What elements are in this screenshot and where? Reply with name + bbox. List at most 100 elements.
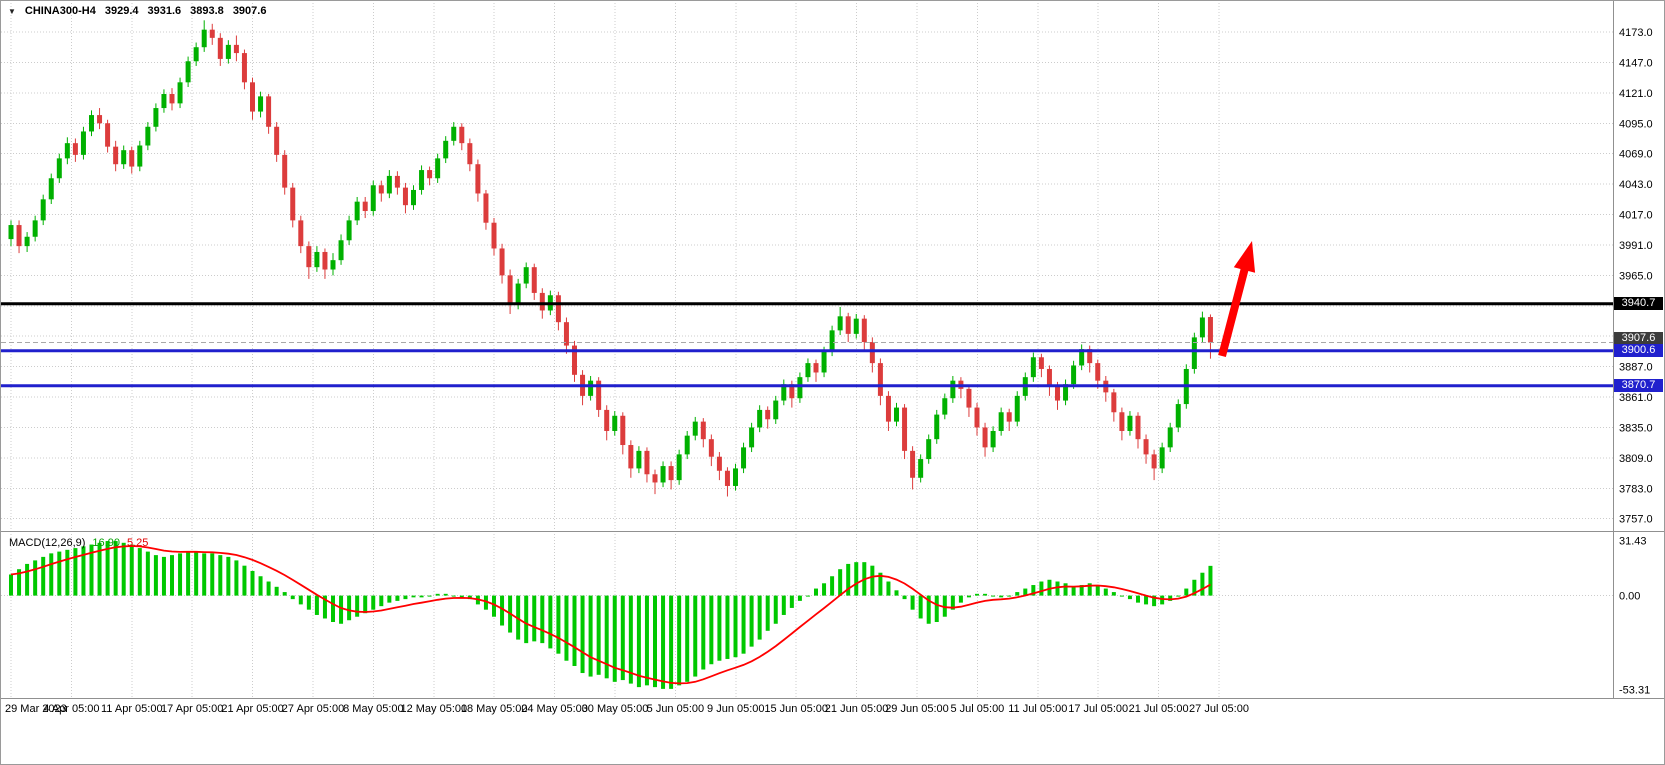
macd-signal-line bbox=[10, 545, 1211, 685]
candle-body bbox=[72, 143, 78, 155]
vertical-gridlines bbox=[10, 3, 1220, 698]
time-label: 17 Apr 05:00 bbox=[161, 703, 223, 715]
candle-body bbox=[225, 44, 231, 59]
candle-body bbox=[531, 267, 537, 293]
macd-label-row: MACD(12,26,9) 16.90 5.25 bbox=[9, 537, 148, 549]
level-badge-3900: 3900.6 bbox=[1614, 344, 1663, 358]
time-label: 21 Jun 05:00 bbox=[825, 703, 889, 715]
candle-body bbox=[1127, 415, 1133, 431]
candle-body bbox=[902, 407, 908, 451]
candle-body bbox=[1079, 349, 1085, 366]
candle-body bbox=[113, 146, 119, 165]
svg-text:4147.0: 4147.0 bbox=[1619, 57, 1653, 69]
ohlc-low: 3893.8 bbox=[190, 5, 224, 17]
candle-body bbox=[974, 407, 980, 428]
candle-body bbox=[217, 37, 223, 59]
candle-body bbox=[1055, 386, 1060, 401]
time-label: 21 Jul 05:00 bbox=[1129, 703, 1189, 715]
candle-body bbox=[8, 225, 14, 240]
svg-text:4069.0: 4069.0 bbox=[1619, 149, 1653, 161]
candle-body bbox=[250, 82, 255, 112]
candle-body bbox=[459, 126, 465, 144]
candle-body bbox=[749, 427, 755, 448]
dropdown-triangle-icon[interactable]: ▼ bbox=[8, 6, 16, 16]
candle-body bbox=[990, 430, 996, 448]
svg-text:3835.0: 3835.0 bbox=[1619, 422, 1653, 434]
candle-body bbox=[32, 220, 38, 237]
svg-text:3861.0: 3861.0 bbox=[1619, 392, 1653, 404]
candle-body bbox=[829, 330, 835, 352]
candle-body bbox=[934, 414, 940, 440]
candle-body bbox=[765, 409, 771, 420]
candle-body bbox=[733, 468, 738, 486]
candle-body bbox=[346, 220, 352, 241]
candle-body bbox=[386, 175, 392, 194]
candle-body bbox=[185, 61, 191, 83]
candle-body bbox=[716, 456, 722, 471]
time-label: 29 Jun 05:00 bbox=[885, 703, 949, 715]
candle-body bbox=[145, 126, 151, 146]
candle-body bbox=[435, 158, 441, 179]
candle-body bbox=[644, 450, 650, 475]
candle-body bbox=[201, 29, 207, 48]
macd-indicator-label: MACD(12,26,9) bbox=[9, 537, 86, 549]
candle-body bbox=[137, 145, 143, 167]
up-arrow-annotation[interactable] bbox=[1218, 241, 1256, 358]
candle-body bbox=[877, 363, 883, 396]
candle-body bbox=[16, 225, 22, 247]
candle-body bbox=[298, 220, 304, 247]
candle-body bbox=[885, 395, 891, 422]
candle-body bbox=[56, 158, 62, 179]
svg-text:4017.0: 4017.0 bbox=[1619, 210, 1653, 222]
candle-body bbox=[209, 29, 215, 38]
candle-body bbox=[48, 178, 54, 200]
candle-body bbox=[491, 222, 497, 249]
level-badge-3940: 3940.7 bbox=[1614, 297, 1663, 311]
candle-body bbox=[161, 94, 167, 109]
svg-text:0.00: 0.00 bbox=[1619, 591, 1640, 603]
candle-body bbox=[523, 267, 529, 284]
candle-body bbox=[1014, 395, 1020, 422]
candle-body bbox=[40, 199, 46, 221]
time-label: 12 May 05:00 bbox=[400, 703, 467, 715]
candles-layer[interactable] bbox=[8, 20, 1213, 497]
candle-body bbox=[724, 470, 730, 486]
candle-body bbox=[1063, 384, 1069, 401]
candle-body bbox=[596, 380, 602, 410]
candle-body bbox=[427, 170, 433, 179]
candle-body bbox=[451, 126, 457, 141]
svg-text:31.43: 31.43 bbox=[1619, 535, 1647, 547]
candle-body bbox=[910, 450, 916, 478]
candle-body bbox=[869, 342, 875, 364]
candle-body bbox=[942, 398, 948, 415]
candle-body bbox=[982, 427, 988, 448]
pane-separators[interactable] bbox=[1, 1, 1665, 699]
candle-body bbox=[845, 316, 851, 334]
candle-body bbox=[370, 185, 376, 212]
candle-body bbox=[507, 275, 513, 305]
candle-body bbox=[258, 96, 264, 112]
candle-body bbox=[708, 439, 714, 457]
time-label: 27 Jul 05:00 bbox=[1189, 703, 1249, 715]
candle-body bbox=[757, 409, 763, 428]
time-label: 21 Apr 05:00 bbox=[221, 703, 283, 715]
candle-body bbox=[1151, 454, 1157, 469]
candle-body bbox=[998, 412, 1004, 431]
time-label: 9 Jun 05:00 bbox=[707, 703, 765, 715]
time-label: 4 Apr 05:00 bbox=[43, 703, 99, 715]
arrow-head bbox=[1233, 241, 1256, 273]
candle-body bbox=[362, 201, 368, 212]
candle-body bbox=[652, 474, 658, 483]
level-lines[interactable] bbox=[1, 302, 1613, 388]
ohlc-close: 3907.6 bbox=[232, 5, 267, 17]
candle-body bbox=[563, 322, 569, 346]
candle-body bbox=[467, 143, 473, 165]
svg-text:3809.0: 3809.0 bbox=[1619, 453, 1653, 465]
time-label: 8 May 05:00 bbox=[343, 703, 404, 715]
svg-text:4121.0: 4121.0 bbox=[1619, 88, 1653, 100]
svg-text:3991.0: 3991.0 bbox=[1619, 240, 1653, 252]
candle-body bbox=[483, 193, 489, 223]
candle-body bbox=[241, 53, 247, 83]
